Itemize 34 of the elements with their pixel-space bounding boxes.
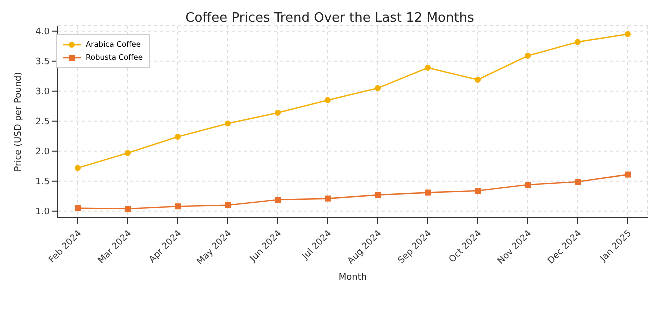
y-tick-label: 3.0 (36, 88, 50, 98)
y-axis-title: Price (USD per Pound) (14, 72, 24, 172)
point (75, 165, 81, 172)
point (375, 192, 381, 198)
y-tick-label: 2.0 (36, 148, 50, 158)
chart-title: Coffee Prices Trend Over the Last 12 Months (186, 11, 475, 26)
point (575, 179, 581, 185)
point (225, 202, 231, 208)
point (475, 77, 481, 83)
point (525, 182, 531, 188)
y-tick-label: 4.0 (36, 28, 50, 38)
point (625, 31, 631, 38)
point (225, 120, 231, 127)
point (325, 196, 331, 202)
y-tick-label: 2.5 (36, 118, 50, 128)
point (125, 150, 131, 156)
point (175, 134, 181, 140)
y-tick-label: 1.0 (36, 208, 50, 218)
point (425, 190, 431, 196)
point (475, 188, 481, 194)
point (625, 172, 631, 178)
point (575, 39, 581, 46)
x-axis-title: Month (338, 273, 368, 283)
point (125, 206, 131, 212)
point (275, 197, 281, 203)
y-tick-label: 1.5 (36, 178, 50, 188)
point (525, 53, 531, 59)
point (75, 205, 81, 212)
point (175, 204, 181, 210)
y-tick-label: 3.5 (36, 58, 50, 68)
point (425, 65, 431, 71)
point (275, 110, 281, 116)
point (325, 97, 331, 104)
point (375, 85, 381, 92)
